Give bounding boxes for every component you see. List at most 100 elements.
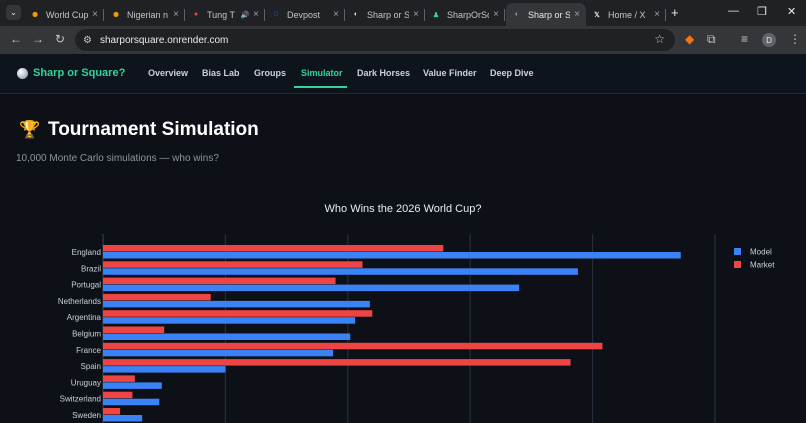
bar-market [103, 359, 571, 366]
bar-market [103, 261, 363, 268]
close-tab-icon[interactable]: × [92, 9, 98, 20]
browser-tab[interactable]: ✺ Nigerian n × [105, 3, 185, 26]
nav-simulator[interactable]: Simulator [301, 68, 343, 78]
reload-icon[interactable]: ↻ [55, 32, 66, 46]
globe-icon: ◐ [353, 11, 359, 18]
record-icon: ● [193, 11, 199, 18]
category-label: France [76, 346, 101, 355]
category-label: Spain [81, 362, 101, 371]
bar-market [103, 342, 603, 350]
legend-label: Model [750, 248, 772, 257]
profile-avatar[interactable]: D [762, 33, 776, 47]
flower-icon: ✺ [32, 11, 38, 19]
close-tab-icon[interactable]: × [413, 9, 419, 20]
brand-name: Sharp or Square? [33, 67, 126, 79]
forward-icon[interactable]: → [32, 32, 44, 46]
win-probability-chart: England Brazil Portugal Netherlands Argentin… [58, 234, 775, 423]
bar-model [103, 366, 226, 373]
bar-market [103, 245, 444, 252]
browser-tab[interactable]: ◐ Sharp or S × [506, 3, 586, 26]
nav-deep-dive[interactable]: Deep Dive [490, 68, 534, 78]
tab-title: World Cup [46, 9, 89, 20]
close-tab-icon[interactable]: × [654, 9, 660, 20]
app-navbar: Sharp or Square? Overview Bias Lab Group… [0, 54, 806, 94]
extension-fox-icon[interactable]: ◆ [685, 32, 695, 46]
trophy-icon: 🏆 [19, 120, 41, 139]
tab-title: SharpOrSq [447, 9, 490, 20]
bar-market [103, 293, 211, 301]
browser-tab-strip: ⌄ ✺ World Cup × ✺ Nigerian n × ● Tung T 🔊 × D Devpo… [0, 0, 806, 26]
bar-market [103, 326, 165, 333]
x-icon: 𝕏 [594, 11, 600, 19]
legend-swatch [734, 261, 741, 268]
bar-market [103, 391, 133, 399]
category-label: Netherlands [58, 297, 101, 306]
site-info-icon[interactable]: ⚙ [83, 34, 92, 46]
nav-value-finder[interactable]: Value Finder [423, 68, 477, 78]
extensions-puzzle-icon[interactable]: ⧉ [707, 32, 716, 46]
nav-overview[interactable]: Overview [148, 68, 189, 78]
bar-market [103, 375, 135, 382]
close-tab-icon[interactable]: × [253, 9, 259, 20]
address-bar[interactable]: ⚙ sharporsquare.onrender.com ☆ [75, 29, 675, 51]
minimize-icon[interactable]: — [728, 5, 739, 17]
bar-model [103, 317, 356, 324]
close-tab-icon[interactable]: × [574, 9, 580, 20]
active-nav-indicator [294, 86, 347, 88]
category-label: Argentina [67, 313, 102, 322]
new-tab-button[interactable]: + [671, 5, 679, 20]
close-tab-icon[interactable]: × [493, 9, 499, 20]
soccer-ball-icon [17, 67, 28, 79]
category-label: Brazil [81, 264, 101, 273]
tab-title: Devpost [287, 9, 321, 20]
bar-market [103, 408, 121, 415]
tab-search-button[interactable]: ⌄ [6, 5, 21, 20]
globe-icon: ◐ [514, 11, 520, 18]
browser-tab[interactable]: ✺ World Cup × [24, 3, 104, 26]
page-subtitle: 10,000 Monte Carlo simulations — who win… [16, 153, 219, 164]
tab-title: Tung T [207, 9, 236, 20]
bar-model [103, 252, 681, 259]
audio-playing-icon[interactable]: 🔊 [240, 11, 250, 19]
bar-model [103, 382, 162, 389]
close-tab-icon[interactable]: × [173, 9, 179, 20]
back-icon[interactable]: ← [10, 32, 22, 46]
browser-tab[interactable]: ◐ Sharp or S × [345, 3, 425, 26]
category-label: Sweden [72, 411, 101, 420]
bar-model [103, 349, 334, 357]
maximize-icon[interactable]: ❐ [757, 6, 767, 18]
bar-model [103, 300, 370, 308]
close-tab-icon[interactable]: × [333, 9, 339, 20]
tab-title: Sharp or S [367, 9, 410, 20]
category-label: Uruguay [71, 378, 101, 387]
nav-dark-horses[interactable]: Dark Horses [357, 68, 411, 78]
legend-label: Market [750, 261, 775, 270]
browser-tab[interactable]: D Devpost × [265, 3, 345, 26]
nav-bias-lab[interactable]: Bias Lab [202, 68, 240, 78]
url-text: sharporsquare.onrender.com [99, 34, 229, 46]
tab-title: Sharp or S [528, 9, 571, 20]
bar-model [103, 284, 520, 292]
browser-toolbar: ← → ↻ ⚙ sharporsquare.onrender.com ☆ ◆ ⧉… [0, 26, 806, 54]
nav-groups[interactable]: Groups [254, 68, 287, 78]
legend-swatch [734, 248, 741, 255]
category-label: Belgium [72, 330, 101, 339]
brand-logo[interactable]: Sharp or Square? [17, 67, 125, 79]
tab-title: Nigerian n [127, 9, 169, 20]
bookmark-star-icon[interactable]: ☆ [654, 32, 665, 46]
page-title: Tournament Simulation [48, 119, 259, 140]
category-label: England [72, 248, 101, 257]
chart-title: Who Wins the 2026 World Cup? [324, 203, 482, 215]
d-icon: D [273, 11, 279, 18]
browser-tab[interactable]: ● Tung T 🔊 × [185, 3, 265, 26]
browser-tab[interactable]: 𝕏 Home / X × [586, 3, 666, 26]
close-window-icon[interactable]: ✕ [787, 6, 797, 18]
figure-icon: ♟ [432, 11, 440, 19]
browser-tab[interactable]: ♟ SharpOrSq × [425, 3, 505, 26]
bar-model [103, 415, 143, 422]
category-label: Portugal [71, 281, 101, 290]
bar-market [103, 277, 336, 285]
reading-list-icon[interactable]: ≡ [741, 32, 749, 46]
bar-model [103, 398, 160, 406]
browser-menu-icon[interactable]: ⋮ [789, 32, 801, 46]
